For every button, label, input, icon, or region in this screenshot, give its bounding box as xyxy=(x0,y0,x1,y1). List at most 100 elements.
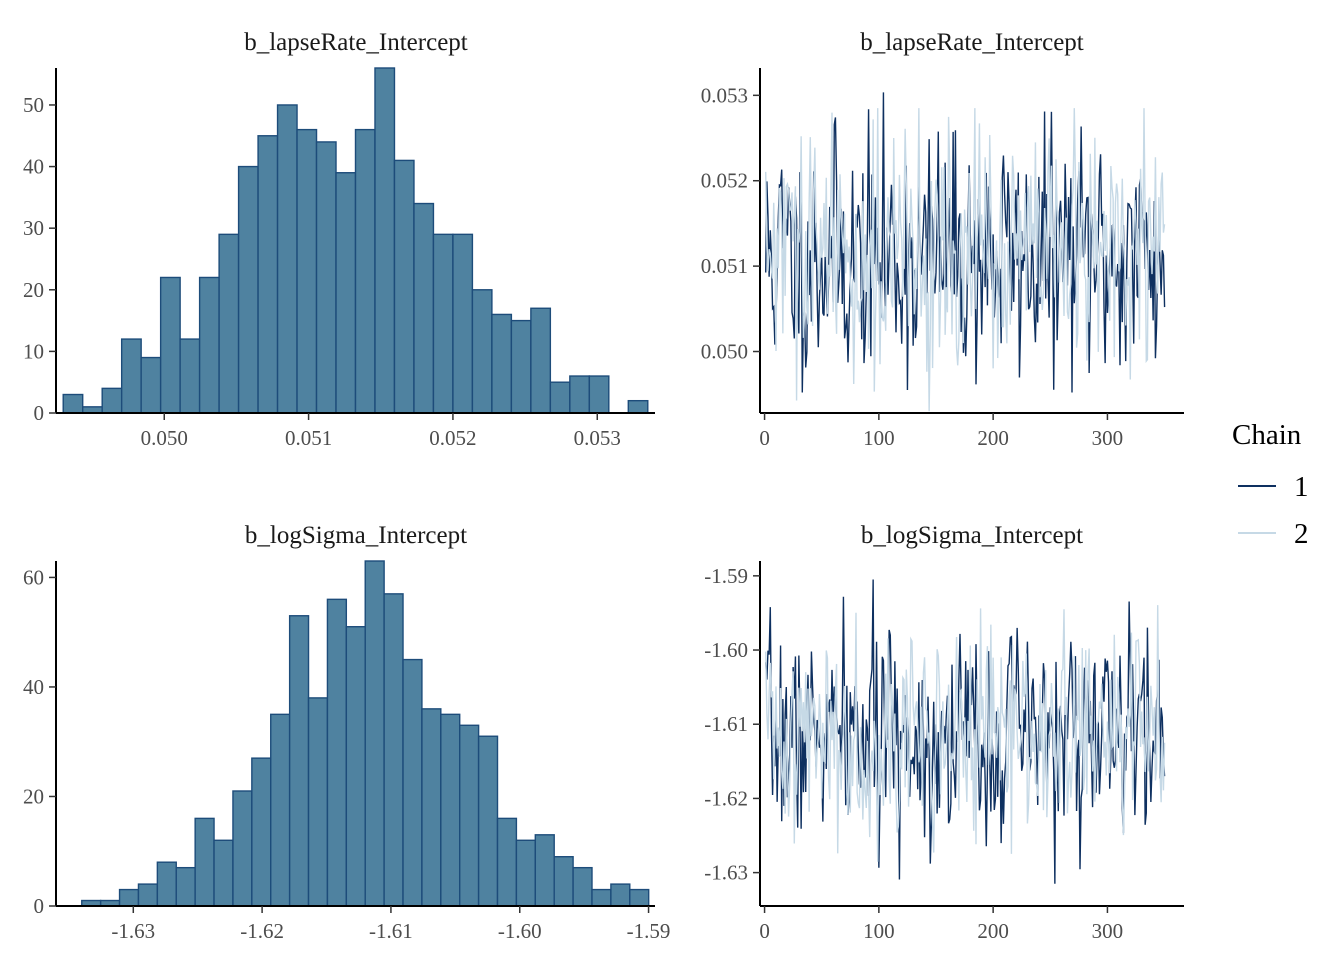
histogram-bar xyxy=(588,375,610,414)
x-tick-label: 0.051 xyxy=(285,426,332,450)
x-tick-label: 200 xyxy=(977,426,1009,450)
y-tick-label: -1.63 xyxy=(704,861,748,885)
x-tick-label: 200 xyxy=(977,919,1009,943)
x-tick-label: 100 xyxy=(863,426,895,450)
histogram-bar xyxy=(175,866,196,907)
histogram-bars xyxy=(81,560,650,907)
trace-chain-2 xyxy=(765,108,1166,412)
histogram-bar xyxy=(270,713,291,907)
histogram-bar xyxy=(307,697,329,907)
histogram-bar xyxy=(120,338,142,414)
histogram-bar xyxy=(326,598,348,907)
histogram-bar xyxy=(569,375,591,414)
histogram-bar xyxy=(276,104,298,414)
histogram-bar xyxy=(345,626,366,907)
panel-title: b_logSigma_Intercept xyxy=(245,522,467,549)
legend-label-chain-2: 2 xyxy=(1294,518,1309,550)
histogram-bar xyxy=(452,233,474,414)
histogram-bar xyxy=(471,289,493,414)
trace-lines xyxy=(765,92,1166,412)
trace-lines xyxy=(765,579,1166,884)
legend-label-chain-1: 1 xyxy=(1294,471,1309,503)
y-tick-label: 50 xyxy=(23,93,44,117)
histogram-bar xyxy=(534,834,555,907)
histogram-bar xyxy=(549,381,571,414)
histogram-bar xyxy=(374,67,396,414)
y-tick-label: 0.050 xyxy=(701,340,748,364)
histogram-bar xyxy=(101,387,123,414)
axes: 0 100 200 300 -1.59 -1.60 -1.61 -1.62 -1.63 xyxy=(704,561,1184,943)
histogram-bar xyxy=(572,866,593,907)
histogram-bar xyxy=(62,393,84,414)
y-tick-label: 0.052 xyxy=(701,169,748,193)
x-tick-label: 100 xyxy=(863,919,895,943)
y-tick-label: -1.59 xyxy=(704,564,748,588)
histogram-bar xyxy=(296,128,318,414)
y-tick-label: 0 xyxy=(34,401,45,425)
legend: Chain 1 2 xyxy=(1232,419,1309,550)
histogram-bar xyxy=(413,202,435,414)
histogram-bar xyxy=(515,839,537,907)
y-tick-label: 40 xyxy=(23,675,44,699)
histogram-bar xyxy=(137,883,159,907)
histogram-bar xyxy=(510,319,532,414)
histogram-bar xyxy=(383,593,404,907)
histogram-bar xyxy=(140,356,162,414)
x-tick-label: -1.63 xyxy=(111,919,155,943)
panel-lapserate-trace: b_lapseRate_Intercept 0 100 200 300 0.050 0.0… xyxy=(701,29,1184,450)
y-tick-label: 60 xyxy=(23,565,44,589)
histogram-bar xyxy=(213,839,234,907)
panel-lapserate-histogram: b_lapseRate_Intercept 0.050 0.051 0.052 0.0… xyxy=(23,29,655,450)
trace-chain-2 xyxy=(765,605,1166,862)
histogram-bar xyxy=(364,560,385,907)
y-tick-label: 10 xyxy=(23,339,44,363)
y-tick-label: 0 xyxy=(34,894,45,918)
histogram-bar xyxy=(257,135,279,414)
y-tick-label: 40 xyxy=(23,155,44,179)
histogram-bar xyxy=(530,307,552,414)
histogram-bar xyxy=(354,128,376,414)
axes: 0.050 0.051 0.052 0.053 0 10 20 30 40 50 xyxy=(23,68,655,450)
histogram-bar xyxy=(553,856,574,907)
axes: 0 100 200 300 0.050 0.051 0.052 0.053 xyxy=(701,68,1184,450)
histogram-bar xyxy=(159,276,181,414)
panel-logsigma-trace: b_logSigma_Intercept 0 100 200 300 -1.59 -1.6… xyxy=(704,522,1184,943)
histogram-bar xyxy=(218,233,240,414)
histogram-bar xyxy=(440,713,461,907)
x-tick-label: 300 xyxy=(1092,426,1124,450)
histogram-bar xyxy=(496,817,518,907)
histogram-bar xyxy=(610,883,631,907)
x-tick-label: -1.61 xyxy=(369,919,413,943)
legend-title: Chain xyxy=(1232,419,1302,451)
x-tick-label: 0.050 xyxy=(141,426,188,450)
y-tick-label: 20 xyxy=(23,784,44,808)
histogram-bar xyxy=(491,313,513,414)
histogram-bar xyxy=(232,790,253,907)
histogram-bar xyxy=(315,141,337,414)
histogram-bar xyxy=(432,233,454,414)
histogram-bar xyxy=(591,888,612,907)
y-tick-label: -1.62 xyxy=(704,786,748,810)
axes: -1.63 -1.62 -1.61 -1.60 -1.59 0 20 40 60 xyxy=(23,561,670,943)
histogram-bar xyxy=(477,735,499,907)
x-tick-label: 0 xyxy=(759,426,770,450)
y-tick-label: 30 xyxy=(23,216,44,240)
trace-chain-1 xyxy=(765,579,1166,884)
histogram-bar xyxy=(459,724,480,907)
histogram-bar xyxy=(627,399,649,414)
histogram-bar xyxy=(237,165,259,414)
panel-title: b_lapseRate_Intercept xyxy=(860,29,1084,56)
panel-title: b_logSigma_Intercept xyxy=(861,522,1083,549)
panel-logsigma-histogram: b_logSigma_Intercept -1.63 -1.62 -1.61 -1.6… xyxy=(23,522,670,943)
y-tick-label: 0.053 xyxy=(701,83,748,107)
x-tick-label: -1.59 xyxy=(627,919,671,943)
histogram-bar xyxy=(421,708,442,907)
histogram-bar xyxy=(402,658,423,907)
x-tick-label: 0 xyxy=(759,919,770,943)
histogram-bar xyxy=(335,172,357,414)
histogram-bar xyxy=(194,817,215,907)
x-tick-label: -1.60 xyxy=(498,919,542,943)
y-tick-label: -1.61 xyxy=(704,712,748,736)
histogram-bar xyxy=(179,338,201,414)
histogram-bar xyxy=(198,276,220,414)
